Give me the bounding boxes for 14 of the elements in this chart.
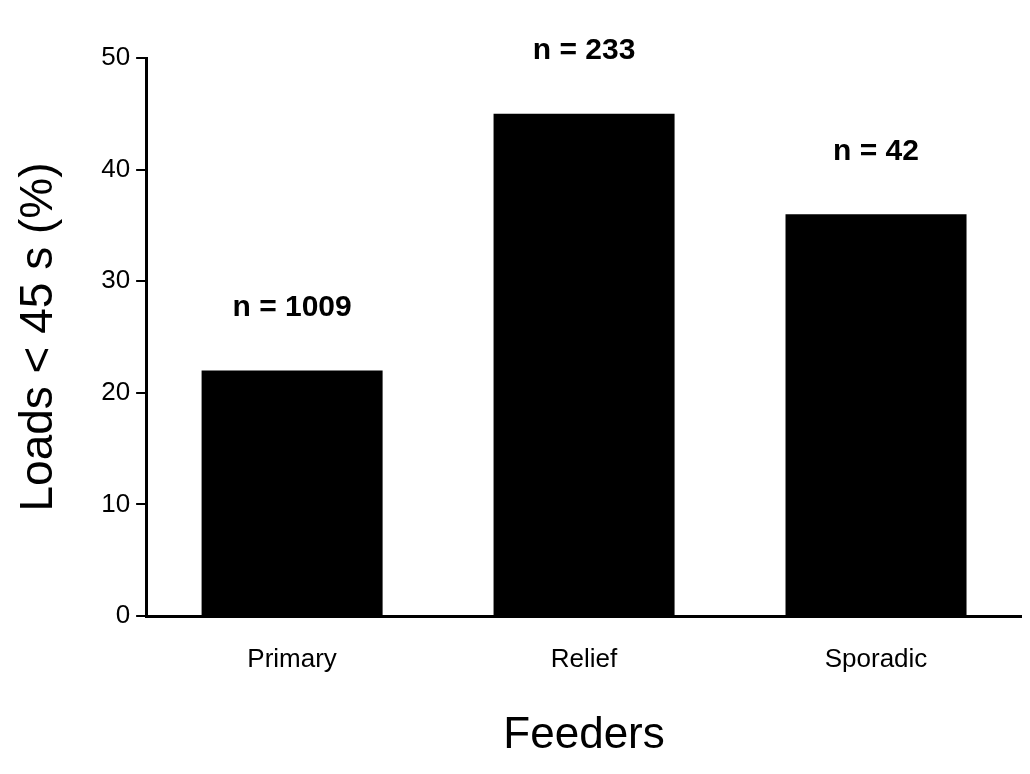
annotation: n = 42 (833, 132, 919, 166)
y-tick-label: 0 (115, 599, 131, 630)
y-axis-title: Loads < 45 s (%) (10, 162, 63, 512)
annotation: n = 233 (532, 32, 636, 66)
x-tick-label: Sporadic (824, 642, 928, 673)
y-tick-label: 20 (101, 375, 131, 406)
annotation: n = 1009 (232, 288, 352, 322)
y-tick-label: 40 (101, 152, 131, 183)
y-tick-label: 30 (101, 264, 131, 295)
y-tick-label: 10 (101, 487, 131, 518)
x-tick-label: Primary (247, 642, 337, 673)
x-tick-label: Relief (550, 642, 619, 673)
y-tick-label: 50 (101, 41, 131, 72)
x-axis-title: Feeders (503, 707, 665, 757)
